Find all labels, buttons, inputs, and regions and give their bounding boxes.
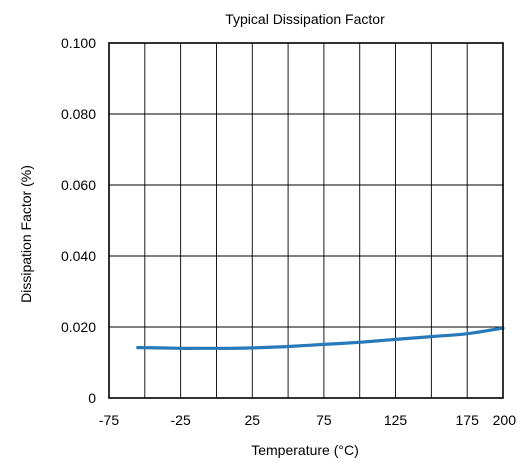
y-tick-label: 0.040 [61,248,96,264]
x-tick-label: 25 [244,412,260,428]
x-tick-label: 125 [384,412,408,428]
x-tick-label: 200 [493,412,517,428]
x-tick-label: 175 [456,412,480,428]
y-tick-label: 0.080 [61,106,96,122]
series-line [136,326,505,350]
chart-title: Typical Dissipation Factor [225,11,385,27]
y-tick-label: 0.060 [61,177,96,193]
y-tick-labels: 0 0.020 0.040 0.060 0.080 0.100 [61,35,96,406]
x-tick-labels: -75 -25 25 75 125 175 200 [99,412,516,428]
x-tick-label: -75 [99,412,119,428]
plot-frame [108,42,504,399]
y-tick-label: 0.020 [61,319,96,335]
x-tick-label: 75 [316,412,332,428]
y-axis-label: Dissipation Factor (%) [18,165,34,303]
y-tick-label: 0 [88,390,96,406]
series-layer [136,326,505,350]
x-axis-label: Temperature (°C) [251,442,359,458]
y-tick-label: 0.100 [61,35,96,51]
x-tick-label: -25 [171,412,191,428]
